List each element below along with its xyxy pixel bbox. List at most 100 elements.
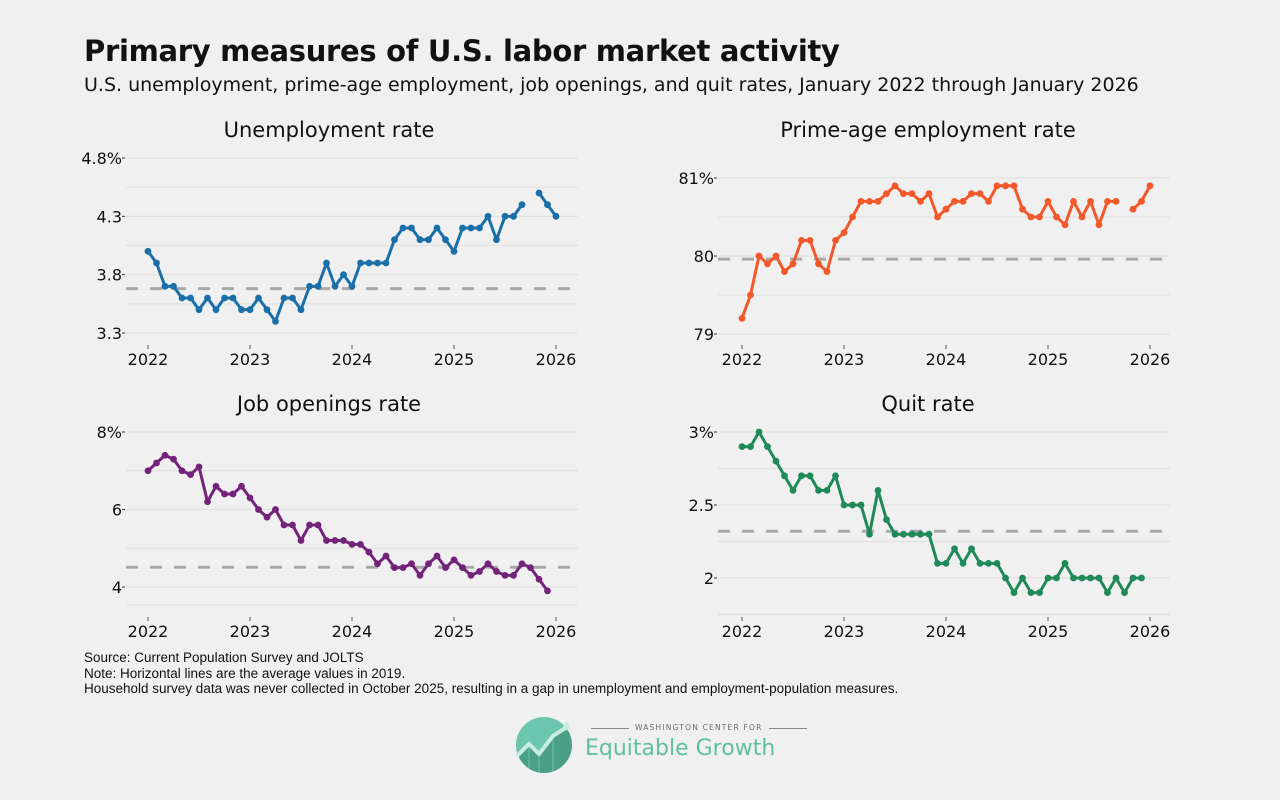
data-point [925, 530, 933, 538]
data-point [891, 530, 899, 538]
x-tick-label: 2023 [824, 350, 865, 369]
data-point [857, 501, 865, 509]
data-point [1061, 560, 1069, 567]
x-tick-label: 2022 [128, 350, 169, 369]
data-point [1087, 574, 1094, 582]
series-line [740, 184, 1116, 319]
x-tick-label: 2024 [332, 622, 373, 641]
panel-title: Job openings rate [235, 392, 421, 416]
data-point [900, 530, 907, 538]
data-point [1053, 213, 1060, 221]
data-point [1146, 182, 1154, 190]
data-point [229, 490, 237, 498]
data-point [493, 568, 500, 575]
data-point [187, 471, 194, 479]
data-point [442, 236, 449, 244]
data-gap-note: Household survey data was never collecte… [84, 681, 899, 696]
x-tick-label: 2025 [1028, 350, 1069, 369]
data-point [908, 530, 916, 538]
y-tick-label: 4.3 [97, 207, 122, 226]
data-point [772, 457, 780, 465]
chart-panel-2: Job openings rate 8% 6 4 2022 2023 2024 2025 202… [97, 392, 578, 641]
series-line [146, 453, 549, 592]
data-point [857, 198, 865, 205]
x-tick-label: 2024 [926, 622, 967, 641]
data-point [161, 282, 169, 290]
data-point [738, 443, 746, 450]
data-point [764, 260, 771, 268]
data-point [1078, 574, 1086, 582]
data-point [425, 560, 432, 568]
y-tick-label: 3.3 [97, 324, 122, 343]
data-point [331, 282, 339, 290]
data-point [1027, 213, 1035, 221]
data-point [348, 540, 356, 548]
x-tick-label: 2022 [722, 622, 763, 641]
data-point [1010, 589, 1018, 596]
data-point [238, 306, 245, 314]
data-point [484, 560, 492, 568]
data-point [238, 482, 245, 490]
data-point [1121, 589, 1128, 596]
data-point [450, 556, 458, 564]
panel-title: Unemployment rate [224, 118, 435, 142]
y-tick-label: 81% [678, 169, 714, 188]
data-point [1095, 221, 1103, 229]
data-point [1019, 205, 1026, 213]
data-point [391, 564, 398, 572]
data-point [306, 282, 313, 290]
logo-growth-icon [515, 717, 572, 773]
data-point [806, 472, 814, 480]
data-point [246, 306, 254, 314]
data-point [382, 552, 390, 560]
data-point [314, 521, 322, 529]
data-point [951, 198, 958, 205]
y-tick-label: 2.5 [689, 496, 714, 515]
y-tick-label: 79 [694, 325, 714, 344]
data-point [161, 451, 169, 459]
x-tick-label: 2026 [1130, 350, 1171, 369]
data-point [289, 294, 296, 302]
data-point [340, 537, 347, 544]
data-point [985, 560, 992, 567]
data-point [263, 306, 271, 314]
chart-panel-1: Prime-age employment rate 81% 80 79 2022 2023… [678, 118, 1170, 369]
data-point [255, 294, 262, 302]
data-point [747, 443, 754, 450]
data-point [1019, 574, 1026, 582]
data-point [789, 260, 797, 268]
data-point [374, 259, 381, 267]
data-point [357, 259, 364, 267]
data-point [229, 294, 237, 302]
data-point [535, 189, 543, 197]
data-point [178, 294, 186, 302]
data-point [1138, 198, 1145, 205]
x-tick-label: 2023 [824, 622, 865, 641]
data-point [1036, 589, 1043, 596]
data-point [1044, 198, 1052, 205]
data-point [374, 560, 381, 568]
data-point [297, 537, 305, 544]
data-point [755, 428, 763, 436]
data-point [1095, 574, 1103, 582]
panel-title: Quit rate [881, 392, 974, 416]
data-point [382, 259, 390, 267]
data-point [891, 182, 899, 190]
data-point [467, 224, 475, 232]
y-tick-label: 3% [689, 423, 714, 442]
data-point [476, 224, 483, 232]
y-tick-label: 80 [694, 247, 714, 266]
data-point [544, 201, 551, 209]
data-point [518, 560, 526, 568]
data-point [1036, 213, 1043, 221]
data-point [416, 236, 424, 244]
data-point [433, 224, 441, 232]
data-point [968, 190, 975, 198]
data-point [959, 560, 967, 567]
data-point [1087, 198, 1094, 205]
data-point [272, 317, 279, 325]
data-point [1002, 574, 1009, 582]
data-point [1112, 198, 1120, 205]
data-point [976, 190, 984, 198]
data-point [255, 506, 262, 513]
